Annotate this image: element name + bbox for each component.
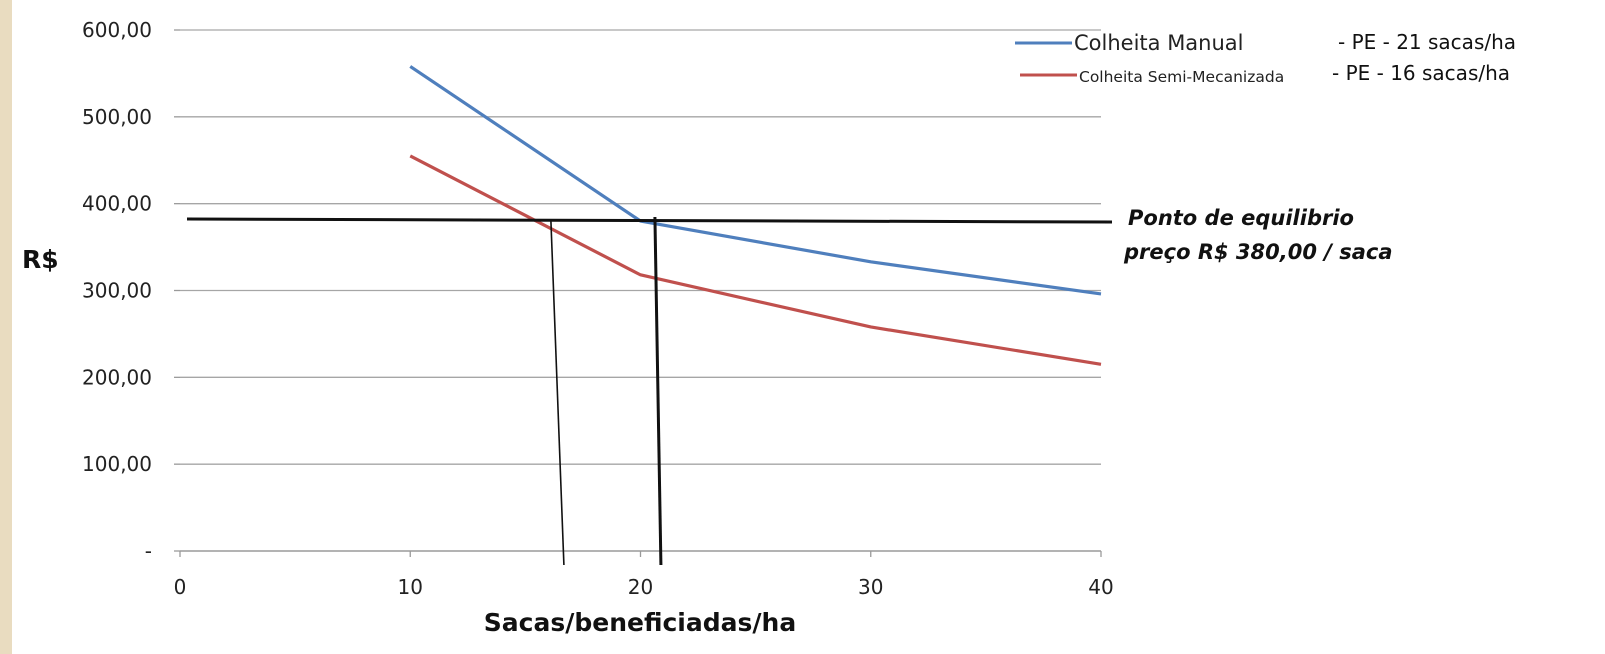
series-line-manual xyxy=(409,65,1102,296)
legend-label-manual: Colheita Manual xyxy=(1074,31,1244,55)
annotation-line-2: preço R$ 380,00 / saca xyxy=(1123,240,1393,264)
series-line-semi-mecanizada xyxy=(409,154,1102,366)
y-tick-label: 100,00 xyxy=(82,452,152,476)
x-tick-label: 40 xyxy=(1088,575,1113,599)
pe-drop-line-manual xyxy=(653,217,663,566)
y-axis-ticks: - 100,00 200,00 300,00 400,00 500,00 600,00 xyxy=(82,18,180,563)
equilibrium-annotation: Ponto de equilibrio preço R$ 380,00 / sa… xyxy=(1123,206,1393,264)
legend-label-semi: Colheita Semi-Mecanizada xyxy=(1079,68,1284,86)
gridlines xyxy=(180,29,1101,465)
y-tick-label: 400,00 xyxy=(82,192,152,216)
pe-note-semi: - PE - 16 sacas/ha xyxy=(1332,61,1510,85)
left-border-strip xyxy=(0,0,12,654)
pe-note-manual: - PE - 21 sacas/ha xyxy=(1338,30,1516,54)
x-tick-label: 20 xyxy=(628,575,653,599)
equilibrium-price-line xyxy=(186,217,1113,224)
x-axis-title: Sacas/beneficiadas/ha xyxy=(484,608,796,637)
x-tick-label: 0 xyxy=(174,575,187,599)
y-axis-title: R$ xyxy=(22,245,59,274)
y-tick-label: - xyxy=(145,539,152,563)
y-tick-label: 600,00 xyxy=(82,18,152,42)
pe-drop-line-semi-mecanizada xyxy=(550,221,565,566)
y-tick-label: 200,00 xyxy=(82,365,152,389)
x-tick-label: 10 xyxy=(398,575,423,599)
data-series xyxy=(409,65,1102,366)
legend: Colheita Manual - PE - 21 sacas/ha Colhe… xyxy=(1015,30,1516,86)
annotation-line-1: Ponto de equilibrio xyxy=(1128,206,1354,230)
equilibrium-reference-lines xyxy=(186,217,1113,566)
y-tick-label: 300,00 xyxy=(82,279,152,303)
x-axis-ticks: 0 10 20 30 40 xyxy=(174,551,1114,599)
x-tick-label: 30 xyxy=(858,575,883,599)
y-tick-label: 500,00 xyxy=(82,105,152,129)
